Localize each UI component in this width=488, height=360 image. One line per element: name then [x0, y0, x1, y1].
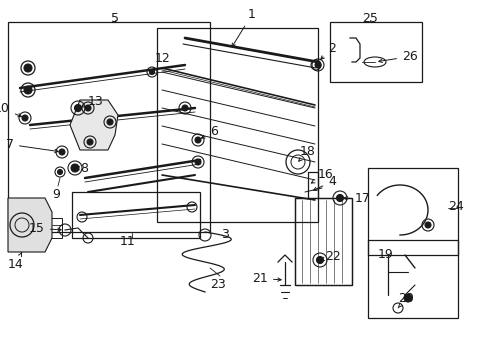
Circle shape: [74, 104, 81, 112]
Polygon shape: [70, 100, 118, 150]
Text: 25: 25: [361, 12, 377, 25]
Bar: [329, 22, 421, 82]
Bar: [294, 198, 351, 285]
Circle shape: [182, 105, 187, 111]
Text: 13: 13: [81, 95, 103, 108]
Bar: [72, 192, 200, 238]
Circle shape: [22, 115, 28, 121]
Text: 14: 14: [8, 253, 24, 271]
Text: 4: 4: [313, 175, 335, 190]
Circle shape: [195, 159, 201, 165]
Text: 8: 8: [76, 162, 88, 175]
Circle shape: [336, 194, 343, 202]
Bar: [367, 240, 457, 318]
Text: 10: 10: [0, 102, 21, 117]
Text: 18: 18: [298, 145, 315, 161]
Text: 15: 15: [29, 222, 61, 235]
Text: 9: 9: [52, 188, 60, 201]
Circle shape: [85, 105, 91, 111]
Circle shape: [314, 62, 320, 68]
Text: 11: 11: [120, 235, 136, 248]
Circle shape: [195, 137, 201, 143]
Bar: [8, 22, 209, 232]
Circle shape: [316, 256, 323, 264]
Text: 20: 20: [397, 292, 413, 308]
Circle shape: [24, 64, 32, 72]
Text: 21: 21: [252, 272, 281, 285]
Circle shape: [24, 86, 32, 94]
Circle shape: [58, 170, 62, 175]
Text: 1: 1: [232, 8, 255, 47]
Text: 12: 12: [152, 52, 170, 71]
Text: 2: 2: [320, 42, 335, 59]
Circle shape: [87, 139, 93, 145]
Text: 17: 17: [343, 192, 370, 205]
Circle shape: [107, 119, 113, 125]
Polygon shape: [8, 198, 52, 252]
Circle shape: [424, 222, 430, 228]
Bar: [157, 28, 317, 222]
Circle shape: [59, 149, 65, 155]
Text: 22: 22: [321, 250, 340, 263]
Bar: [367, 168, 457, 255]
Bar: [45, 218, 62, 238]
Circle shape: [71, 164, 79, 172]
Text: 24: 24: [447, 200, 463, 213]
Text: 19: 19: [377, 248, 393, 261]
Text: 26: 26: [378, 50, 417, 63]
Text: 3: 3: [221, 228, 228, 241]
Text: 6: 6: [201, 125, 218, 138]
Text: 16: 16: [311, 168, 333, 183]
Circle shape: [149, 69, 154, 75]
Circle shape: [403, 294, 411, 302]
Text: 7: 7: [6, 138, 58, 153]
Text: 5: 5: [111, 12, 119, 25]
Text: 23: 23: [210, 278, 225, 291]
